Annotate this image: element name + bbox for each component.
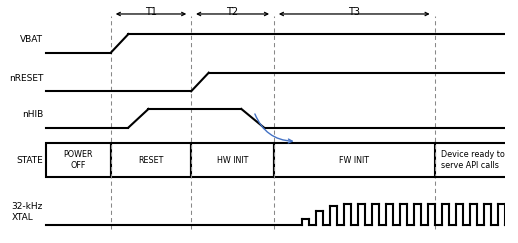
Text: 32-kHz
XTAL: 32-kHz XTAL: [12, 202, 43, 222]
Text: T1: T1: [145, 7, 157, 17]
Text: POWER
OFF: POWER OFF: [64, 150, 93, 170]
FancyBboxPatch shape: [111, 143, 191, 177]
Text: RESET: RESET: [138, 156, 164, 165]
Text: STATE: STATE: [17, 156, 43, 165]
Text: Device ready to
serve API calls: Device ready to serve API calls: [441, 150, 505, 170]
Text: VBAT: VBAT: [20, 35, 43, 44]
Text: T2: T2: [226, 7, 239, 17]
Text: nHIB: nHIB: [22, 110, 43, 119]
Text: nRESET: nRESET: [9, 74, 43, 83]
FancyBboxPatch shape: [46, 143, 111, 177]
Text: FW INIT: FW INIT: [339, 156, 369, 165]
Text: HW INIT: HW INIT: [217, 156, 248, 165]
Text: T3: T3: [348, 7, 360, 17]
FancyBboxPatch shape: [274, 143, 435, 177]
FancyBboxPatch shape: [191, 143, 274, 177]
